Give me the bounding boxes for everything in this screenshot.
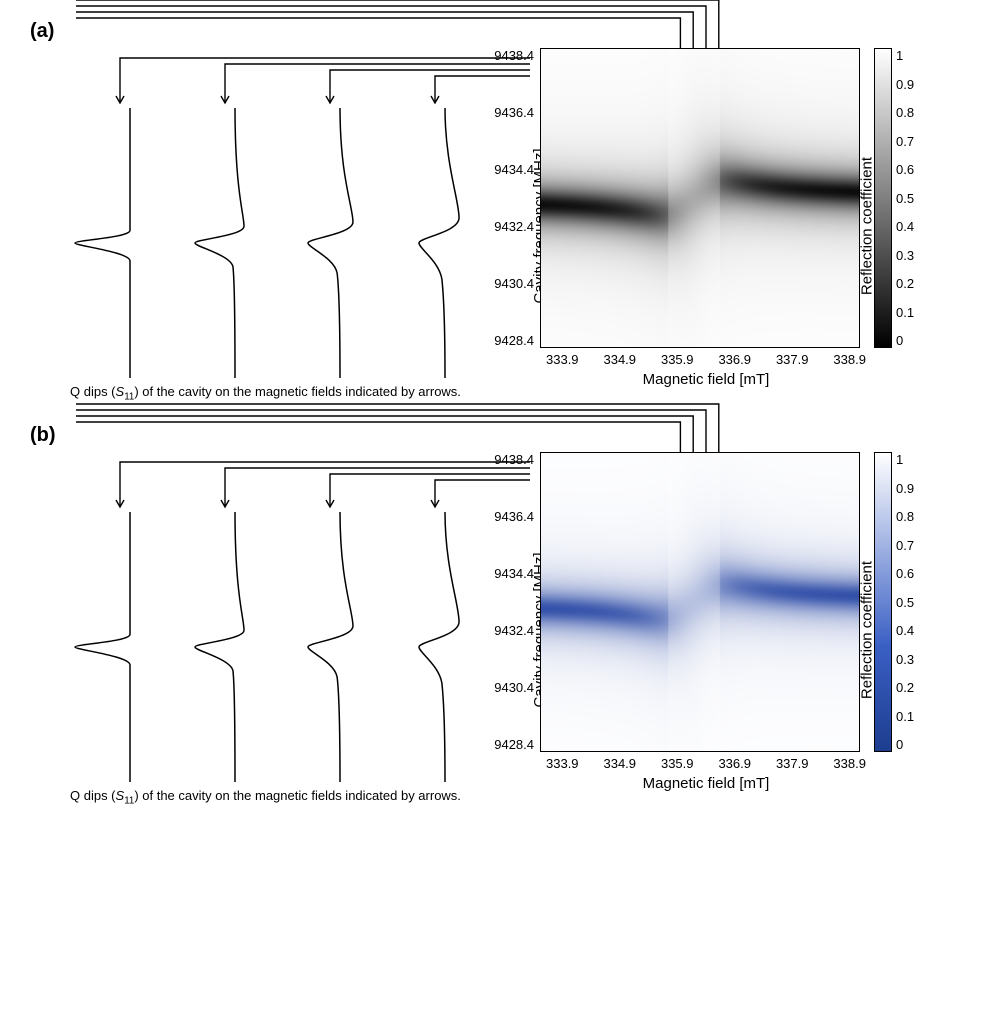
q-dip-column: Q dips (S11) of the cavity on the magnet… bbox=[70, 48, 490, 404]
q-dip-caption: Q dips (S11) of the cavity on the magnet… bbox=[70, 788, 490, 808]
panel-label-a: (a) bbox=[30, 20, 54, 43]
x-axis-label: Magnetic field [mT] bbox=[546, 775, 866, 792]
q-dip-column: Q dips (S11) of the cavity on the magnet… bbox=[70, 452, 490, 808]
x-axis-ticks: 333.9334.9335.9336.9337.9338.9 bbox=[546, 352, 866, 367]
y-axis-ticks: 9438.49436.49434.49432.49430.49428.4 bbox=[490, 452, 540, 752]
colorbar: 10.90.80.70.60.50.40.30.20.10 bbox=[874, 452, 914, 752]
panel-b: (b) Q dips (S11) of the cavity on the mag… bbox=[30, 424, 970, 808]
y-axis-ticks: 9438.49436.49434.49432.49430.49428.4 bbox=[490, 48, 540, 348]
q-dip-curves bbox=[70, 48, 490, 378]
heatmap-column: Cavity frequency [MHz]Reflection coeffic… bbox=[490, 48, 914, 404]
q-dip-curves bbox=[70, 452, 490, 782]
heatmap-column: Cavity frequency [MHz]Reflection coeffic… bbox=[490, 452, 914, 808]
colorbar-ticks: 10.90.80.70.60.50.40.30.20.10 bbox=[892, 48, 914, 348]
q-dip-caption: Q dips (S11) of the cavity on the magnet… bbox=[70, 384, 490, 404]
x-axis-ticks: 333.9334.9335.9336.9337.9338.9 bbox=[546, 756, 866, 771]
x-axis-label: Magnetic field [mT] bbox=[546, 371, 866, 388]
reflection-heatmap bbox=[540, 48, 860, 348]
panel-label-b: (b) bbox=[30, 424, 56, 447]
colorbar: 10.90.80.70.60.50.40.30.20.10 bbox=[874, 48, 914, 348]
panel-a: (a) Q dips (S11) of the cavity on the mag… bbox=[30, 20, 970, 404]
colorbar-ticks: 10.90.80.70.60.50.40.30.20.10 bbox=[892, 452, 914, 752]
reflection-heatmap bbox=[540, 452, 860, 752]
